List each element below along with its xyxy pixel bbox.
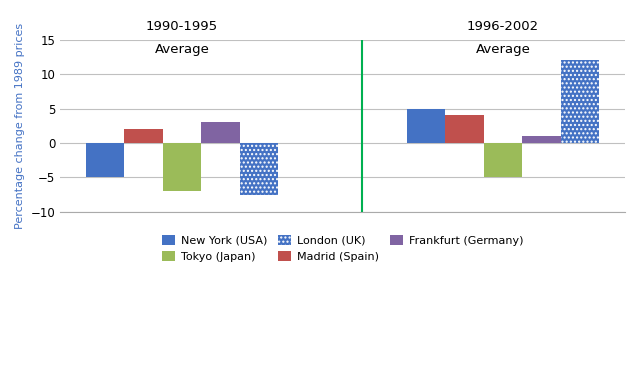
Bar	[407, 109, 445, 143]
Bar	[240, 143, 278, 195]
Text: 1990-1995: 1990-1995	[146, 20, 218, 33]
Text: Average: Average	[155, 43, 209, 56]
Text: 1996-2002: 1996-2002	[467, 20, 539, 33]
Legend: New York (USA), Tokyo (Japan), London (UK), Madrid (Spain), Frankfurt (Germany): New York (USA), Tokyo (Japan), London (U…	[157, 231, 528, 266]
Bar	[445, 115, 484, 143]
Bar	[484, 143, 522, 177]
Bar	[561, 60, 599, 143]
Bar	[124, 129, 163, 143]
Y-axis label: Percentage change from 1989 prices: Percentage change from 1989 prices	[15, 22, 25, 229]
Bar	[86, 143, 124, 177]
Text: Average: Average	[476, 43, 531, 56]
Bar	[202, 122, 240, 143]
Bar	[522, 136, 561, 143]
Bar	[163, 143, 202, 191]
